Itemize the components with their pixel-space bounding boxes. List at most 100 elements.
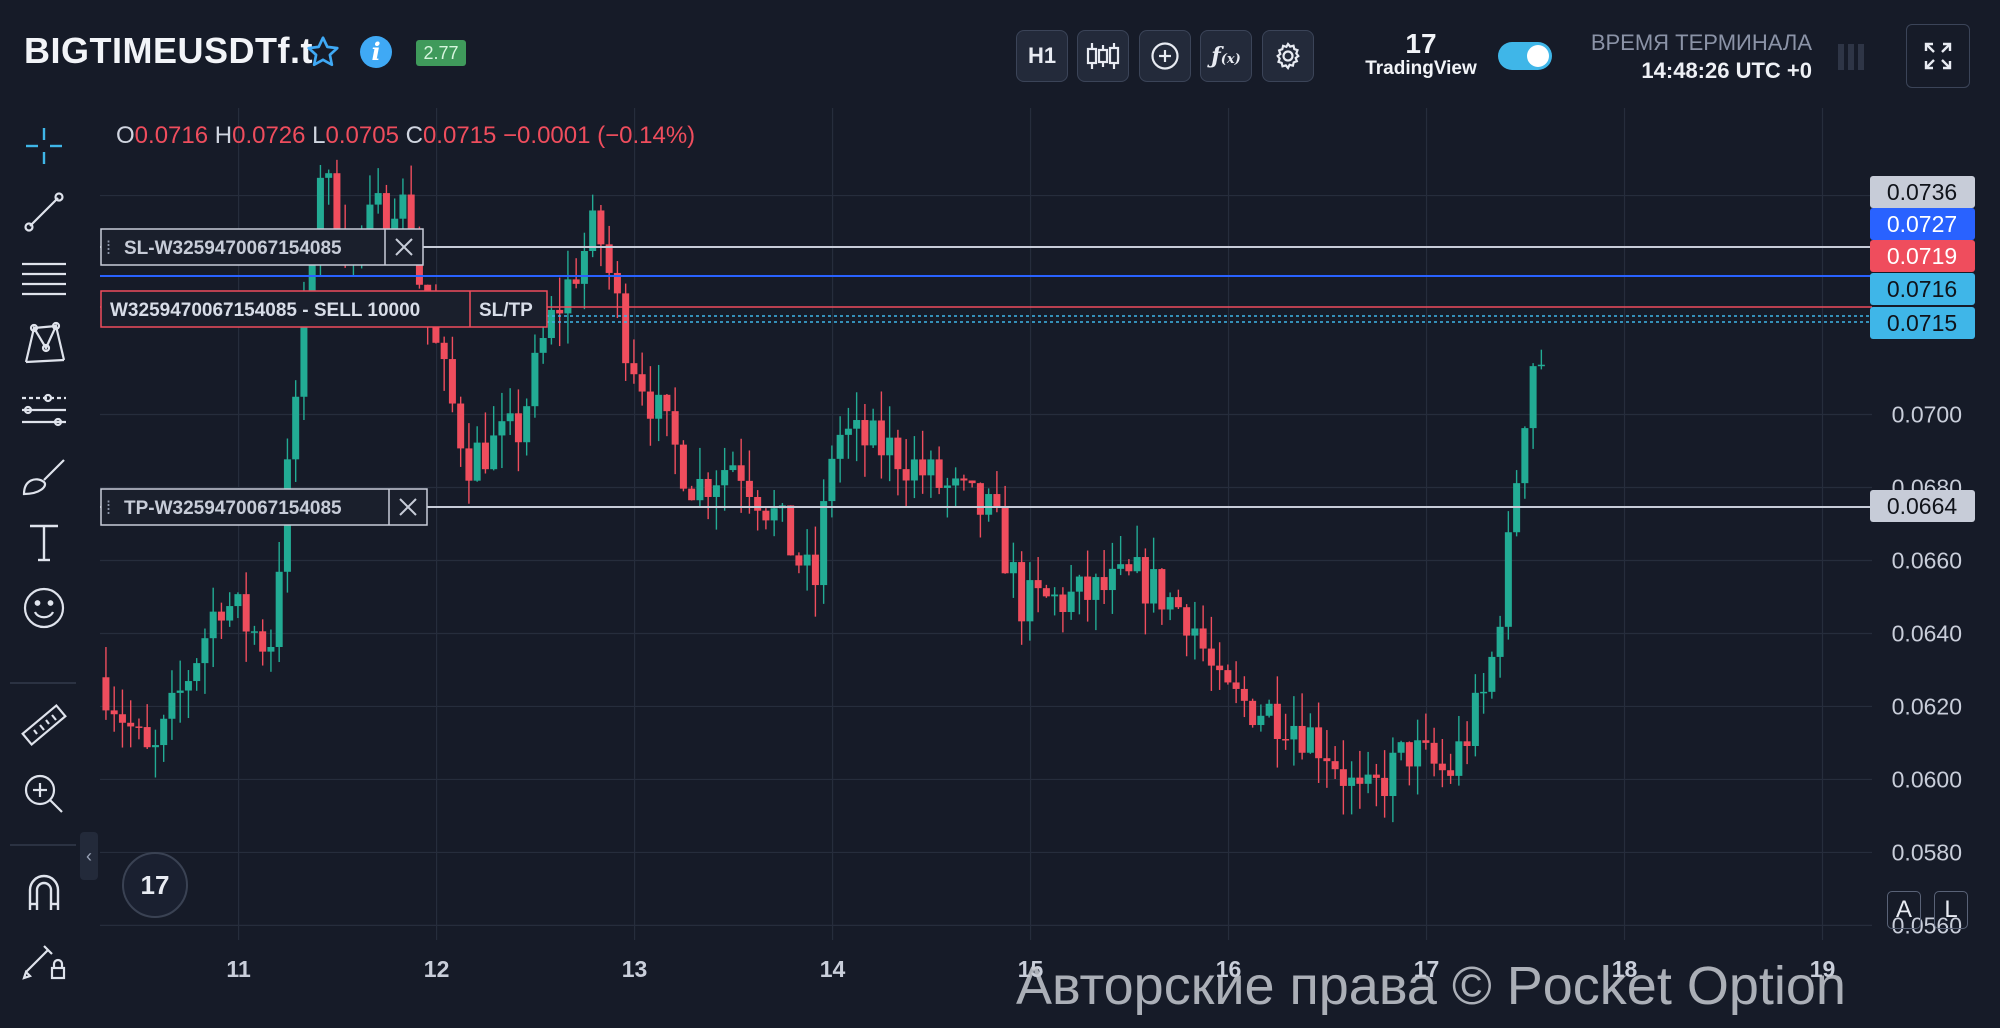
candle-body [869,420,877,446]
close-icon[interactable] [399,498,417,516]
candle-body [1034,580,1042,589]
candle-body [490,435,498,470]
candle-body [745,480,753,497]
candle-body [440,342,448,360]
crosshair-icon[interactable] [18,120,70,172]
favorite-star-icon[interactable] [305,34,341,70]
candle-body [1438,763,1446,771]
candle-body [1067,591,1075,613]
candle-body [1521,428,1529,484]
drag-handle-icon[interactable]: ⁞ [106,238,111,258]
candle-body [737,465,745,481]
collapse-toolbar-button[interactable]: ‹ [80,832,98,880]
magnet-icon[interactable] [18,866,70,918]
candle-body [481,442,489,470]
candle-body [943,485,951,488]
candle-body [209,611,217,639]
pattern-icon[interactable] [18,318,70,370]
drag-handle-icon[interactable]: ⁞ [106,498,111,518]
stop-loss-label: SL-W3259470067154085 [124,238,342,259]
ohlc-legend: O0.0716 H0.0726 L0.0705 C0.0715 −0.0001 … [116,122,695,150]
price-tag-entry [1870,240,1975,272]
candle-body [1051,594,1059,597]
lock-drawing-icon[interactable] [18,934,70,986]
candle-body [1257,715,1265,726]
candle-body [844,428,852,435]
fullscreen-button[interactable] [1906,24,1970,88]
payout-badge: 2.77 [416,40,466,66]
price-tag-sl [1870,176,1975,208]
zoom-in-icon[interactable] [18,768,70,820]
candle-body [1447,770,1455,776]
prediction-icon[interactable] [18,384,70,436]
candle-body [234,594,242,607]
log-scale-button[interactable]: L [1934,891,1968,929]
candle-body [754,496,762,511]
candles-layer [102,159,1545,823]
candle-body [622,293,630,364]
timeframe-button[interactable]: H1 [1016,30,1068,82]
candle-body [927,459,935,476]
price-tag-label: 0.0716 [1887,276,1957,302]
brush-icon[interactable] [18,450,70,502]
symbol-title[interactable]: BIGTIMEUSDTf.t [24,30,313,71]
date-tick-label: 16 [1216,956,1242,982]
candle-body [1331,761,1339,770]
price-tag-blue [1870,208,1975,240]
price-tag-label: 0.0719 [1887,243,1957,269]
sell-order-box[interactable]: W3259470067154085 - SELL 10000 SL/TP [100,290,548,328]
price-tick-label: 0.0580 [1892,839,1962,865]
candle-body [589,210,597,252]
chart-type-button[interactable] [1077,30,1129,82]
candle-body [1364,774,1372,784]
candle-body [415,255,423,285]
indicators-button[interactable]: ƒ(x) [1200,30,1252,82]
take-profit-order-box[interactable]: ⁞ TP-W3259470067154085 [100,488,428,526]
auto-scale-button[interactable]: A [1887,891,1921,929]
candle-body [638,374,646,392]
candle-body [1306,727,1314,753]
candle-body [910,459,918,481]
fib-retracement-icon[interactable] [18,252,70,304]
candle-body [1414,740,1422,767]
price-tag-label: 0.0736 [1887,179,1957,205]
open-value: 0.0716 [134,122,209,149]
trend-line-icon[interactable] [18,186,70,238]
close-icon[interactable] [395,238,413,256]
candle-body [894,437,902,470]
candle-body [1290,725,1298,740]
candle-body [935,459,943,488]
candle-body [985,494,993,515]
candle-body [498,421,506,436]
stop-loss-order-box[interactable]: ⁞ SL-W3259470067154085 [100,228,424,266]
candle-body [671,411,679,445]
candle-body [382,193,390,229]
tradingview-badge-icon[interactable]: 17 [122,852,188,918]
candle-body [201,638,209,664]
candle-body [432,314,440,343]
emoji-icon[interactable] [18,582,70,634]
candle-body [688,488,696,501]
candle-body [127,722,135,727]
candle-body [275,571,283,647]
info-icon[interactable]: i [360,36,392,68]
add-indicator-button[interactable] [1139,30,1191,82]
candle-body [679,444,687,489]
candle-body [646,391,654,419]
text-icon[interactable] [18,516,70,568]
ruler-icon[interactable] [18,700,70,752]
candle-body [110,710,118,715]
candle-body [613,272,621,294]
settings-button[interactable] [1262,30,1314,82]
price-tick-label: 0.0600 [1892,766,1962,792]
candle-body [1282,739,1290,741]
terminal-time-toggle[interactable] [1498,42,1552,70]
candle-body [250,631,258,633]
candle-body [176,690,184,693]
candle-body [811,554,819,586]
sltp-button[interactable]: SL/TP [479,300,533,321]
candle-body [1496,626,1504,657]
toolbar-divider [10,682,76,684]
candle-body [102,677,110,711]
